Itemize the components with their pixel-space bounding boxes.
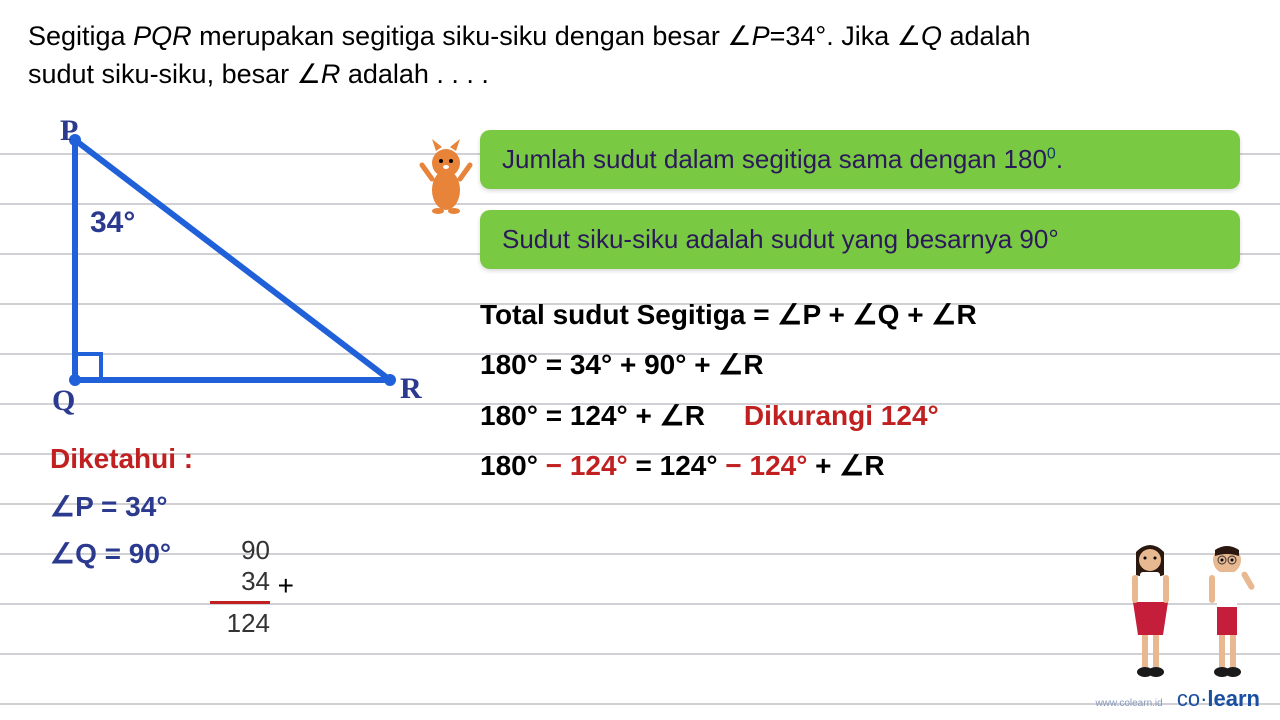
- step3-note: Dikurangi 124°: [744, 400, 939, 431]
- s4b: − 124°: [546, 450, 628, 481]
- angle-p-label: 34°: [90, 206, 135, 240]
- student-boy-icon: [1195, 540, 1260, 680]
- vertex-p: P: [60, 114, 78, 148]
- workspace: P Q R 34° Diketahui : ∠P = 34° ∠Q = 90° …: [0, 105, 1280, 720]
- triangle-svg: [50, 120, 430, 410]
- q-text: adalah: [942, 21, 1031, 51]
- question-text: Segitiga PQR merupakan segitiga siku-sik…: [0, 0, 1280, 104]
- student-girl-icon: [1118, 540, 1183, 680]
- known-angle-q: ∠Q = 90°: [50, 530, 193, 578]
- info-box-1: Jumlah sudut dalam segitiga sama dengan …: [480, 130, 1240, 189]
- q-text: Segitiga: [28, 21, 133, 51]
- info-box-2: Sudut siku-siku adalah sudut yang besarn…: [480, 210, 1240, 269]
- q-pqr: PQR: [133, 21, 192, 51]
- info1-dot: .: [1056, 144, 1063, 174]
- addition-work: 90 34 + 124: [210, 535, 270, 639]
- s4d: − 124°: [725, 450, 807, 481]
- q-text: =34°. Jika ∠: [770, 21, 921, 51]
- q-text: merupakan segitiga siku-siku dengan besa…: [192, 21, 752, 51]
- info1-text: Jumlah sudut dalam segitiga sama dengan …: [502, 144, 1047, 174]
- s4e: + ∠R: [807, 450, 884, 481]
- q-text: sudut siku-siku, besar ∠: [28, 59, 321, 89]
- brand-learn: learn: [1207, 686, 1260, 711]
- q-var-p: P: [752, 21, 770, 51]
- brand-url: www.colearn.id: [1095, 698, 1162, 709]
- addend-2: 34: [210, 566, 270, 597]
- q-text: adalah . . . .: [340, 59, 489, 89]
- vertex-q: Q: [52, 384, 75, 418]
- step-4: 180° − 124° = 124° − 124° + ∠R: [480, 441, 977, 491]
- step3-eq: 180° = 124° + ∠R: [480, 400, 705, 431]
- cat-icon: [418, 135, 474, 228]
- plus-sign: +: [278, 570, 294, 602]
- s4c: = 124°: [628, 450, 726, 481]
- sum-line: + 124: [210, 601, 270, 639]
- s4a: 180°: [480, 450, 546, 481]
- step-1: Total sudut Segitiga = ∠P + ∠Q + ∠R: [480, 290, 977, 340]
- student-illustrations: [1118, 540, 1260, 680]
- known-title: Diketahui :: [50, 435, 193, 483]
- known-section: Diketahui : ∠P = 34° ∠Q = 90°: [50, 435, 193, 578]
- step-3: 180° = 124° + ∠R Dikurangi 124°: [480, 391, 977, 441]
- known-angle-p: ∠P = 34°: [50, 483, 193, 531]
- q-var-r: R: [321, 59, 341, 89]
- brand-co: co: [1177, 686, 1200, 711]
- brand-logo: www.colearn.id co·learn: [1095, 686, 1260, 712]
- q-var-q: Q: [921, 21, 942, 51]
- info1-sup: 0: [1047, 145, 1056, 162]
- step-2: 180° = 34° + 90° + ∠R: [480, 340, 977, 390]
- triangle-diagram: P Q R 34°: [50, 120, 430, 410]
- solution-steps: Total sudut Segitiga = ∠P + ∠Q + ∠R 180°…: [480, 290, 977, 492]
- addend-1: 90: [210, 535, 270, 566]
- sum: 124: [227, 608, 270, 638]
- vertex-r: R: [400, 372, 422, 406]
